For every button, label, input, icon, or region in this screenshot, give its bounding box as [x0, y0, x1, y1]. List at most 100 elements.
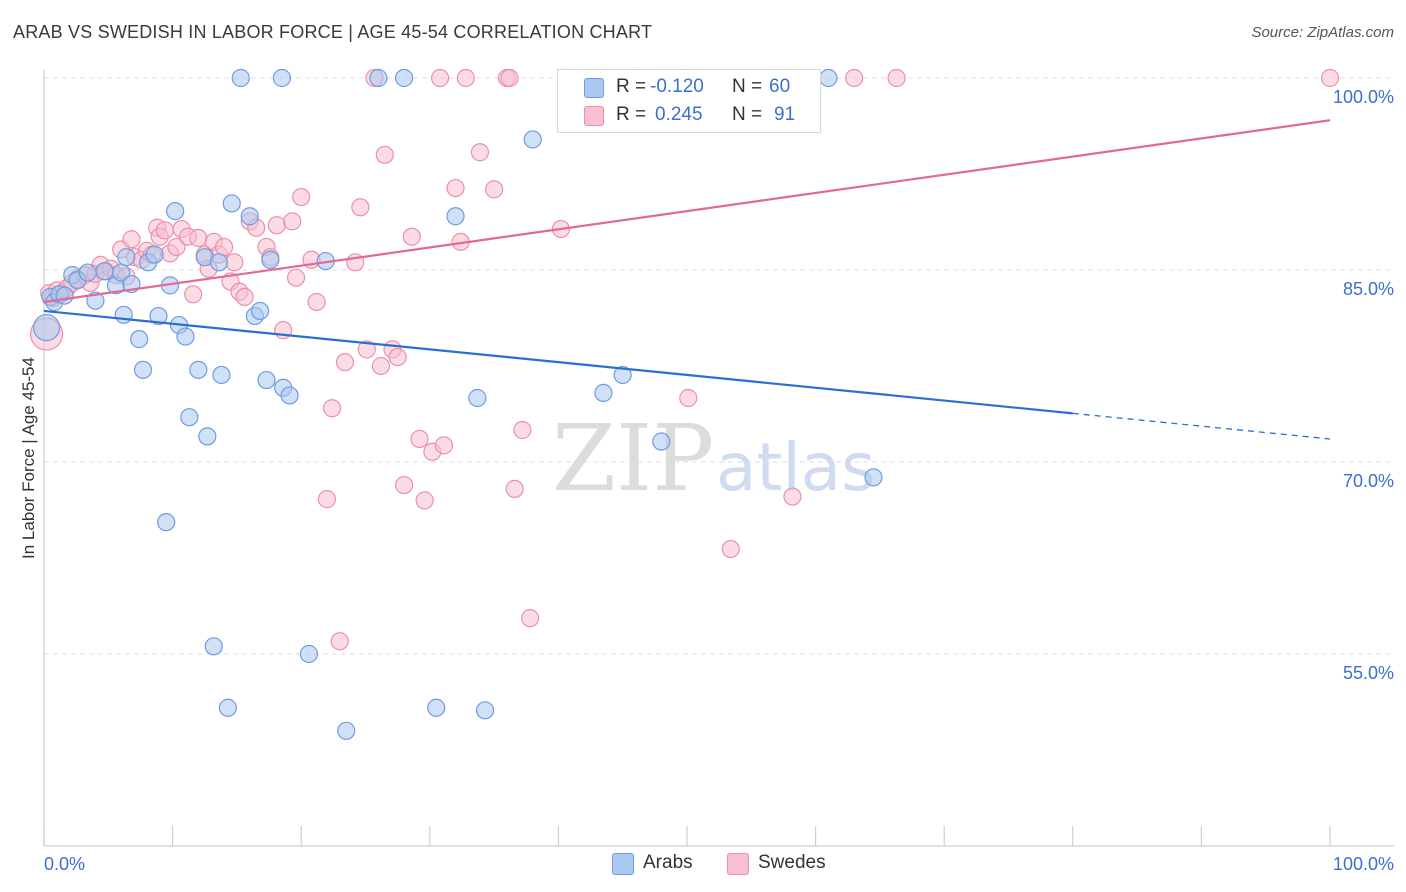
swede-point	[388, 347, 407, 367]
swede-point	[783, 487, 802, 506]
legend-n-value-arabs: 60	[769, 76, 791, 97]
swede-point	[410, 429, 429, 449]
swede-point	[505, 479, 524, 498]
swede-point	[235, 287, 254, 306]
bottom-legend-label-arabs: Arabs	[643, 852, 693, 873]
arab-point	[446, 207, 465, 226]
swede-point	[485, 180, 504, 199]
bottom-legend-swatch-arabs	[612, 853, 634, 875]
arab-point	[468, 388, 487, 408]
arab-point	[594, 383, 613, 402]
arab-point	[523, 130, 542, 149]
axes	[43, 70, 1394, 847]
arab-point	[209, 253, 228, 272]
swede-point	[307, 292, 326, 312]
swede-point	[679, 388, 698, 408]
trend-lines	[43, 119, 1331, 440]
arab-point	[32, 314, 61, 342]
arab-point	[280, 386, 299, 405]
arab-point	[257, 370, 276, 390]
swede-point	[721, 539, 740, 559]
swede-point	[375, 145, 394, 164]
arab-point	[86, 291, 105, 310]
bottom-legend-label-swedes: Swedes	[758, 852, 826, 873]
y-axis-label: In Labor Force | Age 45-54	[19, 357, 38, 559]
legend-r-label: R =	[616, 104, 647, 125]
swede-point	[357, 340, 376, 359]
x-tick-label-min: 0.0%	[44, 854, 85, 874]
y-tick-labels: 55.0% 70.0% 85.0% 100.0%	[1333, 87, 1394, 683]
arab-point	[369, 68, 388, 88]
arab-point	[864, 468, 883, 487]
swede-point	[371, 356, 391, 376]
legend-n-value-swedes: 91	[774, 104, 796, 125]
swede-point	[845, 68, 864, 88]
arab-point	[198, 427, 217, 446]
arab-point	[166, 202, 185, 221]
arabs-trend-line	[43, 309, 1073, 415]
swede-point	[394, 475, 414, 495]
swede-point	[189, 228, 208, 248]
arab-point	[149, 306, 168, 326]
x-tick-label-max: 100.0%	[1333, 854, 1394, 874]
legend-r-label: R =	[616, 76, 647, 97]
swede-point	[335, 353, 355, 372]
swede-point	[446, 178, 465, 198]
swede-point	[317, 490, 337, 509]
arab-point	[299, 644, 319, 664]
swede-point	[500, 68, 519, 88]
source-label: Source: ZipAtlas.com	[1251, 24, 1394, 41]
swede-point	[351, 198, 370, 217]
arab-point	[130, 330, 149, 349]
swede-point	[402, 227, 421, 246]
arab-point	[157, 513, 176, 532]
legend-r-value-swedes: 0.245	[655, 104, 703, 125]
arab-point	[133, 360, 153, 379]
y-tick-label: 55.0%	[1343, 663, 1394, 683]
arab-point	[394, 68, 414, 88]
arab-point	[240, 207, 259, 226]
watermark-zip: ZIP	[552, 405, 714, 512]
arab-point	[117, 248, 136, 267]
swede-point	[286, 268, 306, 287]
arab-point	[427, 698, 446, 717]
swede-point	[184, 285, 203, 304]
legend-n-label: N =	[732, 76, 763, 97]
y-tick-label: 70.0%	[1343, 471, 1394, 491]
swede-point	[430, 68, 450, 88]
arab-point	[613, 365, 632, 385]
swede-point	[415, 491, 434, 510]
legend-row-arabs: R = -0.120 N = 60	[558, 73, 820, 101]
legend-swatch-arabs	[584, 78, 604, 98]
arabs-trend-extension	[1072, 412, 1331, 440]
x-ticks	[43, 826, 1331, 846]
swede-point	[167, 237, 186, 257]
swede-point	[292, 187, 311, 207]
arab-point	[189, 360, 208, 379]
arab-point	[652, 432, 671, 451]
swede-point	[521, 609, 540, 628]
swede-point	[434, 436, 454, 455]
swede-point	[470, 143, 490, 162]
legend-r-value-arabs: -0.120	[650, 76, 704, 97]
swede-point	[214, 237, 234, 257]
arab-point	[272, 68, 292, 88]
arab-point	[145, 245, 164, 264]
legend-n-label: N =	[732, 104, 763, 125]
arab-point	[261, 250, 280, 269]
bottom-legend-swatch-swedes	[727, 853, 749, 875]
arab-point	[55, 286, 74, 305]
swede-point	[225, 253, 244, 272]
swedes-trend-line	[43, 119, 1331, 304]
legend-row-swedes: R = 0.245 N = 91	[558, 101, 820, 129]
arab-point	[819, 68, 838, 88]
arabs-points	[32, 68, 883, 740]
arab-point	[475, 701, 495, 720]
swede-point	[283, 212, 302, 231]
arab-point	[337, 721, 356, 740]
arab-point	[212, 365, 231, 385]
watermark: ZIP atlas	[552, 405, 876, 512]
swede-point	[322, 399, 342, 418]
arab-point	[176, 327, 195, 346]
arab-point	[180, 408, 199, 427]
